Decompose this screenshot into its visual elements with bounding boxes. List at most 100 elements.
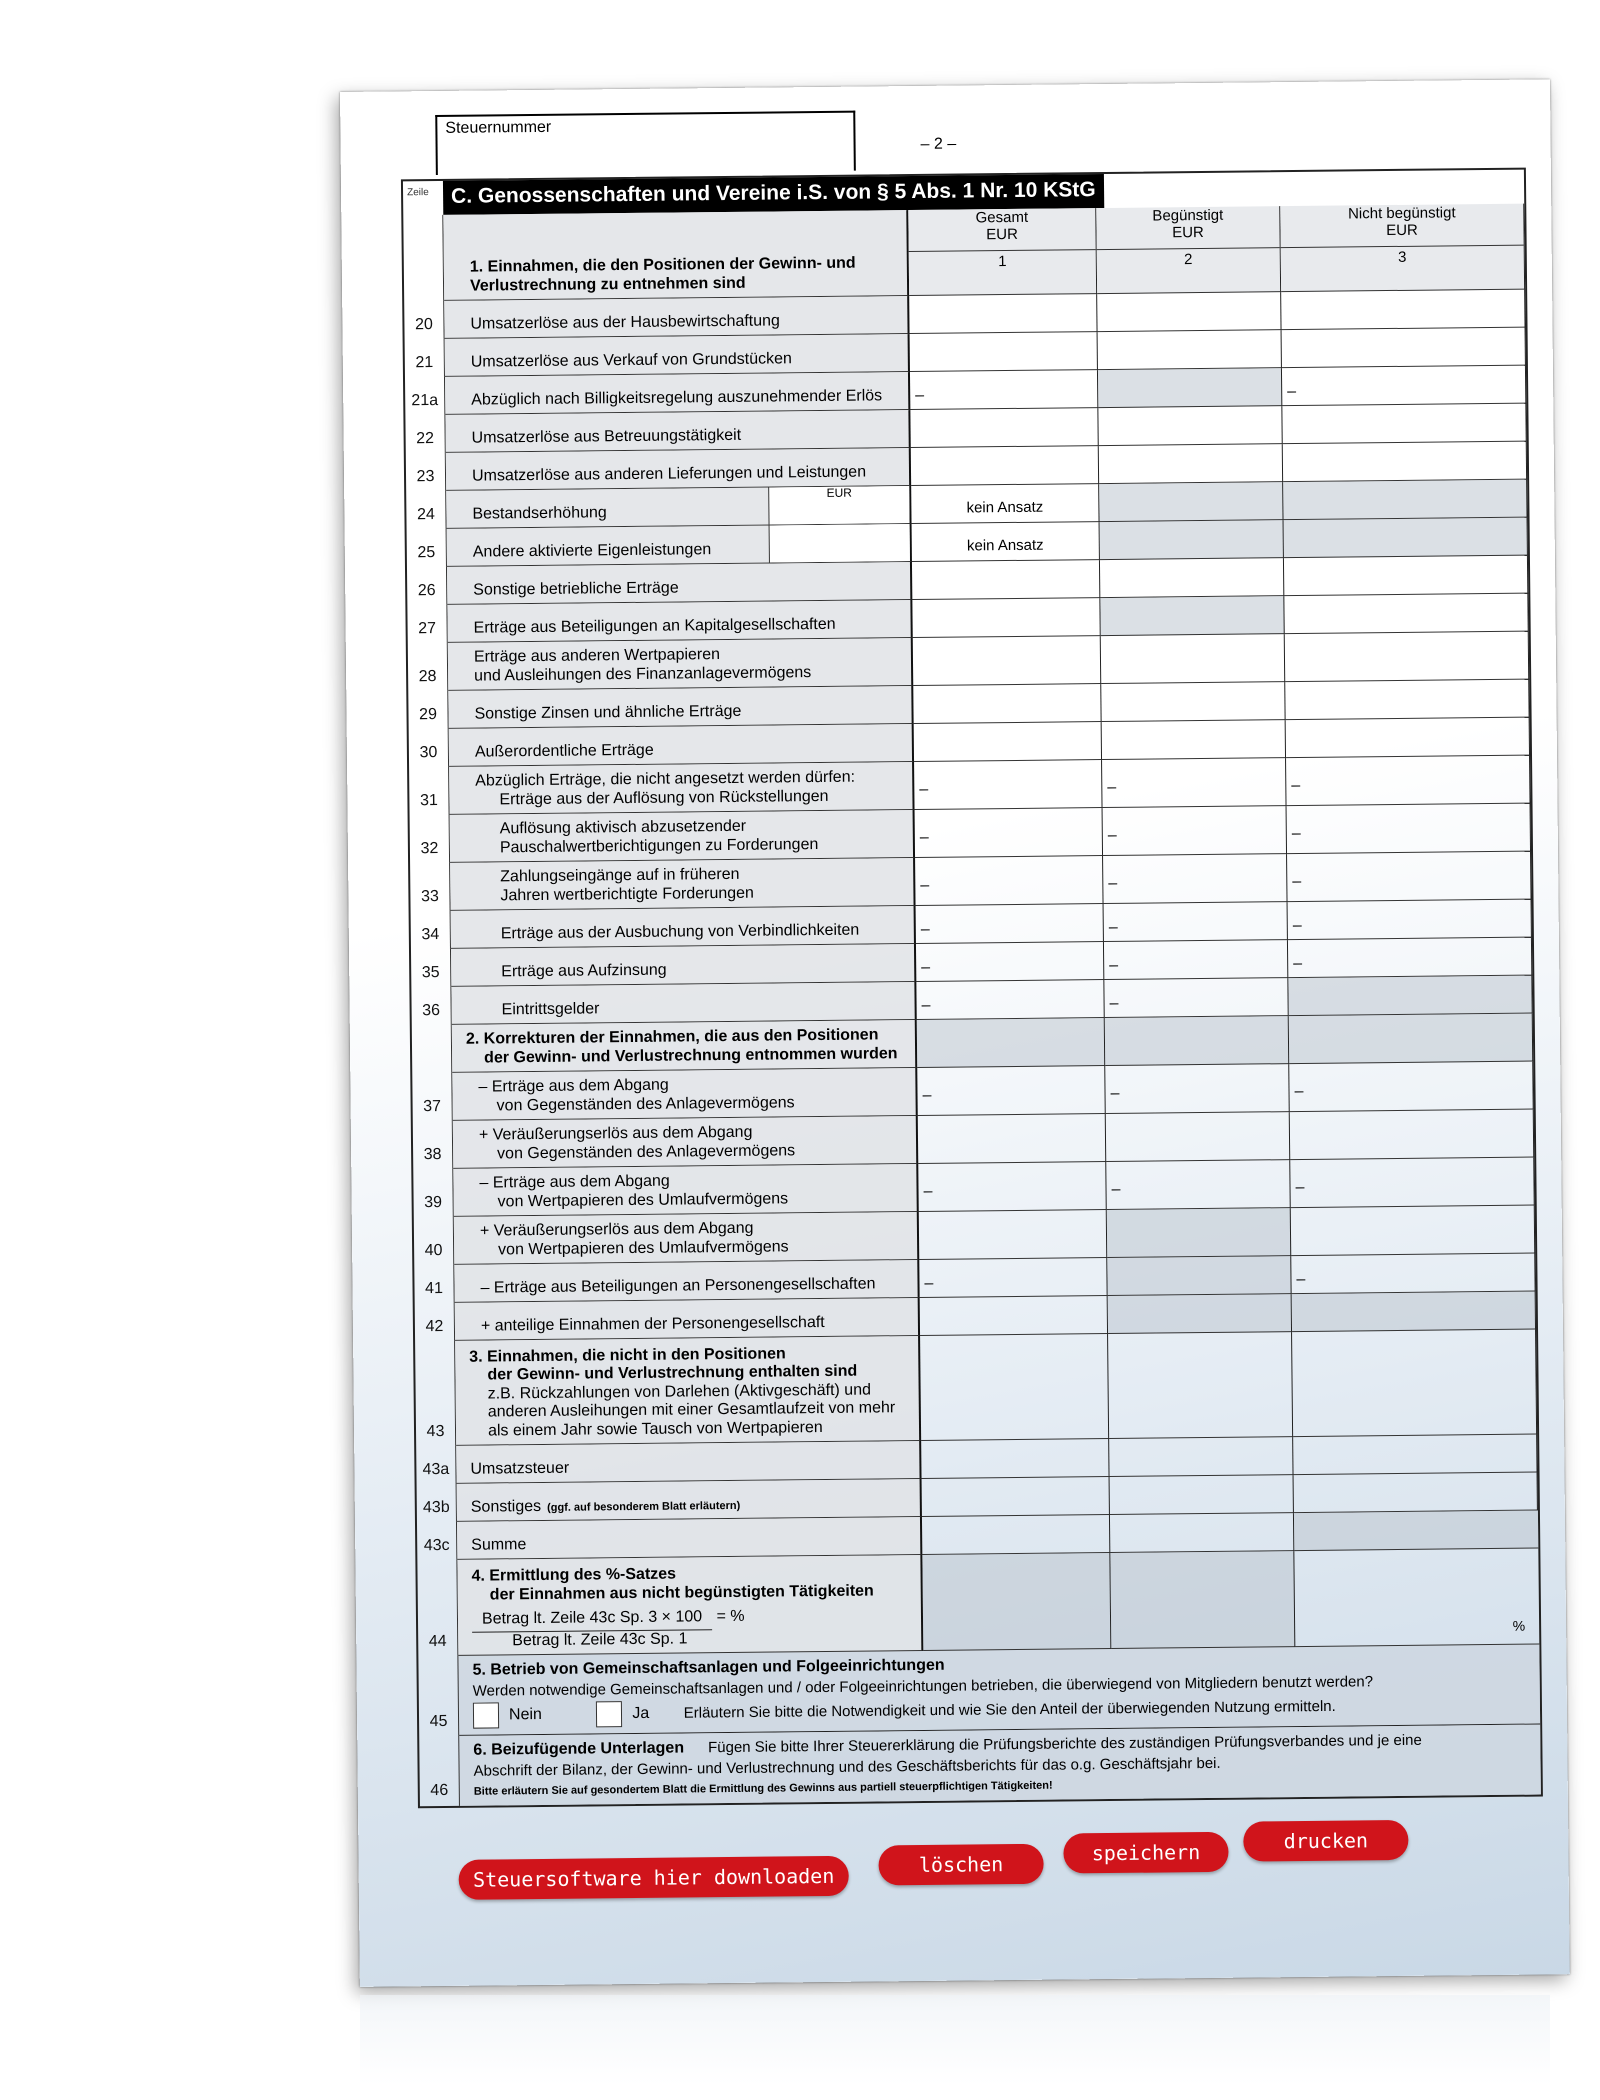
checkbox-ja[interactable] (596, 1700, 623, 1727)
percent-input[interactable]: % (1294, 1548, 1540, 1648)
zeile-number: 45 (418, 1655, 460, 1737)
amount-cell-col1[interactable] (920, 1334, 1110, 1441)
amount-cell-col3[interactable] (1283, 555, 1529, 597)
amount-cell-col1[interactable] (909, 294, 1098, 335)
amount-cell-col2[interactable] (1098, 444, 1284, 485)
action-buttons: Steuersoftware hier downloaden löschen s… (458, 1819, 1509, 1910)
amount-cell-col1[interactable]: – (914, 808, 1104, 859)
amount-cell-col3[interactable]: – (1291, 1253, 1536, 1295)
download-software-button[interactable]: Steuersoftware hier downloaden (458, 1855, 849, 1900)
amount-cell-col2[interactable] (1097, 292, 1282, 333)
amount-cell-col1[interactable] (912, 636, 1102, 687)
amount-cell-col1[interactable]: – (915, 942, 1105, 983)
amount-cell-col3[interactable] (1293, 1434, 1538, 1476)
minus-sign: – (1291, 824, 1301, 842)
kein-ansatz-label: kein Ansatz (966, 498, 1044, 517)
amount-cell-col1[interactable] (918, 1210, 1108, 1260)
amount-cell-col3[interactable] (1285, 679, 1530, 721)
amount-cell-col3[interactable] (1293, 1472, 1538, 1514)
amount-cell-col3[interactable] (1281, 289, 1526, 331)
amount-cell-col2[interactable]: – (1103, 902, 1288, 943)
minus-sign: – (920, 920, 930, 938)
amount-cell-col2[interactable]: – (1103, 854, 1288, 905)
amount-cell-col3[interactable]: – (1287, 899, 1532, 941)
amount-cell-col1[interactable]: – (917, 1066, 1106, 1117)
amount-cell-col2[interactable] (1108, 1332, 1294, 1440)
amount-cell-col2[interactable] (1109, 1475, 1294, 1516)
amount-cell-col1[interactable]: – (916, 980, 1105, 1021)
minus-sign: – (1291, 776, 1301, 794)
amount-cell-col1[interactable]: kein Ansatz (911, 522, 1100, 563)
amount-cell-col2[interactable] (1100, 634, 1286, 685)
amount-cell-col1[interactable] (909, 332, 1098, 373)
row-note: (ggf. auf besonderem Blatt erläutern) (547, 1499, 741, 1514)
sub-amount-input[interactable]: EUR (768, 486, 910, 525)
row-label-line: Erträge aus Beteiligungen an Kapitalgese… (473, 615, 836, 637)
amount-cell-col3[interactable] (1282, 403, 1527, 445)
print-button[interactable]: drucken (1243, 1819, 1409, 1862)
amount-cell-col1[interactable]: – (918, 1162, 1107, 1213)
minus-sign: – (1109, 956, 1119, 974)
amount-cell-col1[interactable]: – (915, 904, 1104, 945)
amount-cell-col3[interactable] (1281, 327, 1526, 369)
row-label: – Erträge aus Beteiligungen an Personeng… (454, 1259, 920, 1303)
amount-cell-col3[interactable] (1282, 441, 1528, 483)
amount-cell-col2[interactable]: – (1106, 1160, 1291, 1211)
amount-cell-col1[interactable] (911, 560, 1101, 601)
save-button[interactable]: speichern (1063, 1831, 1229, 1874)
amount-cell-col2[interactable] (1109, 1437, 1294, 1478)
amount-cell-col3[interactable] (1284, 631, 1530, 683)
row-label-line: Umsatzerlöse aus anderen Lieferungen und… (471, 463, 867, 485)
amount-cell-col3[interactable]: – (1286, 803, 1532, 855)
amount-cell-col1[interactable] (921, 1439, 1110, 1479)
amount-cell-col3[interactable]: – (1286, 755, 1531, 807)
amount-cell-col1[interactable] (910, 446, 1100, 487)
amount-cell-col3[interactable] (1292, 1329, 1538, 1438)
amount-cell-col3[interactable]: – (1281, 365, 1527, 407)
sub-amount-input[interactable] (768, 524, 910, 563)
amount-cell-col1[interactable]: kein Ansatz (911, 484, 1100, 525)
amount-cell-col2[interactable]: – (1105, 1064, 1290, 1115)
amount-cell-col2[interactable] (1098, 406, 1283, 447)
amount-cell-col1[interactable]: – (914, 760, 1103, 811)
amount-cell-col1[interactable] (910, 408, 1099, 449)
checkbox-nein[interactable] (472, 1702, 500, 1729)
amount-cell-col2[interactable]: – (1103, 940, 1289, 981)
amount-cell-col1[interactable] (919, 1296, 1109, 1336)
amount-cell-col3[interactable] (1285, 717, 1531, 759)
amount-cell-col1[interactable] (913, 684, 1102, 725)
amount-cell-col1[interactable]: – (909, 370, 1099, 411)
amount-cell-col1[interactable] (917, 1114, 1107, 1165)
amount-cell-col3[interactable] (1289, 1109, 1535, 1161)
amount-cell-col3[interactable]: – (1287, 851, 1532, 903)
amount-cell-col3[interactable] (1290, 1205, 1536, 1257)
clear-button[interactable]: löschen (878, 1843, 1044, 1886)
amount-cell-col1[interactable] (921, 1515, 1111, 1555)
amount-cell-col2[interactable] (1099, 558, 1285, 599)
amount-cell-col1[interactable]: – (919, 1258, 1108, 1298)
amount-cell-col2[interactable] (1101, 682, 1286, 723)
amount-cell-col2[interactable] (1105, 1112, 1291, 1163)
steuernummer-field[interactable]: Steuernummer (435, 110, 856, 176)
amount-cell-col3[interactable]: – (1290, 1157, 1535, 1209)
amount-cell-col3[interactable]: – (1289, 1061, 1534, 1113)
row-label: Umsatzerlöse aus anderen Lieferungen und… (445, 448, 912, 491)
amount-cell-col2[interactable] (1109, 1513, 1295, 1554)
amount-cell-col1[interactable] (912, 598, 1101, 639)
row-label: – Erträge aus dem Abgang von Wertpapieren… (453, 1164, 919, 1217)
amount-cell-col2[interactable] (1097, 330, 1282, 371)
page-number: – 2 – (920, 135, 957, 153)
amount-cell-col3[interactable] (1284, 593, 1529, 635)
amount-cell-col1[interactable]: – (915, 856, 1104, 907)
amount-cell-col3[interactable]: – (1287, 937, 1533, 979)
amount-cell-col1[interactable] (921, 1477, 1110, 1517)
amount-cell-col2[interactable]: – (1102, 806, 1288, 857)
row-label-wrap: Sonstiges (ggf. auf besonderem Blatt erlä… (471, 1494, 912, 1517)
amount-cell-col1[interactable] (913, 722, 1103, 763)
row-label: Sonstiges (ggf. auf besonderem Blatt erlä… (456, 1478, 922, 1522)
amount-cell-col2[interactable]: – (1104, 978, 1289, 1019)
minus-sign: – (921, 996, 931, 1014)
row-label-line: Umsatzerlöse aus der Hausbewirtschaftung (470, 312, 780, 333)
amount-cell-col2[interactable]: – (1102, 758, 1287, 809)
amount-cell-col2[interactable] (1101, 720, 1287, 761)
